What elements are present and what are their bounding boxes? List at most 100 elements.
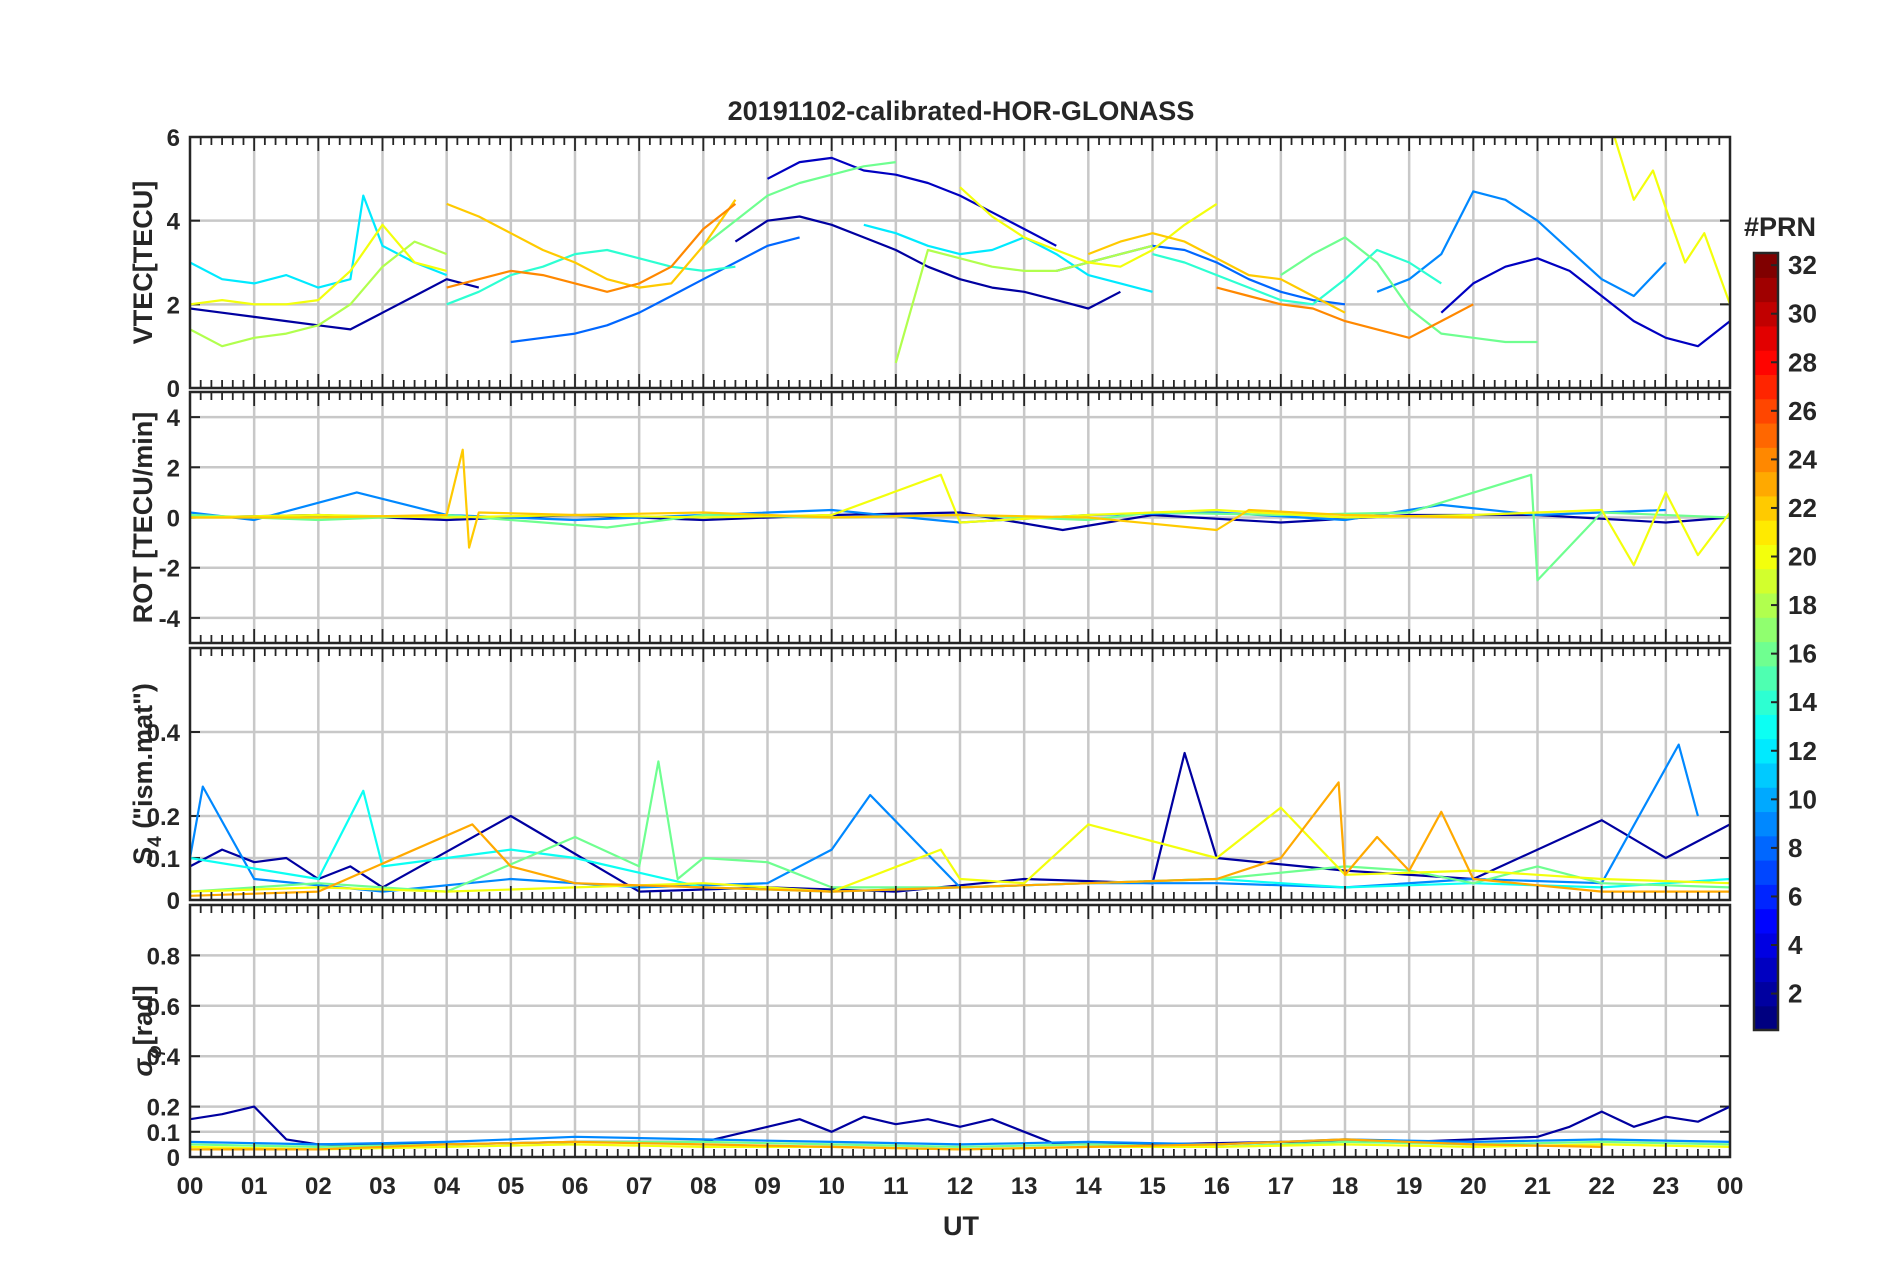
colorbar-segment [1754, 762, 1778, 788]
colorbar-segment [1754, 422, 1778, 448]
x-tick-label: 05 [497, 1173, 524, 1200]
colorbar-tick-label: 18 [1788, 590, 1817, 620]
colorbar-tick-label: 2 [1788, 979, 1802, 1009]
colorbar-tick-label: 28 [1788, 347, 1817, 377]
y-tick-label: 0 [167, 376, 180, 403]
y-tick-label: -4 [159, 606, 181, 633]
series-line-prn-3 [1440, 257, 1730, 348]
colorbar-segment [1754, 277, 1778, 303]
y-tick-label: 0.4 [147, 1044, 181, 1071]
panel-frame [188, 903, 1732, 1159]
y-axis-label-sigma_phi: σφ[rad] [128, 985, 166, 1076]
series-line-prn-16 [1280, 236, 1538, 344]
colorbar-segment [1754, 568, 1778, 594]
y-tick-label: 0.4 [147, 720, 181, 747]
colorbar-tick-label: 6 [1788, 881, 1802, 911]
colorbar-frame [1752, 251, 1780, 1032]
y-axis-label-s4: S4 ("ism.mat") [128, 683, 166, 865]
y-tick-label: 0.2 [147, 804, 180, 831]
series-line-prn-16 [702, 161, 896, 247]
colorbar-segment [1754, 665, 1778, 691]
panel-rot: -4 -2 0 2 4 ROT [TECU/min] [128, 390, 1732, 645]
series-line-prn-3 [766, 156, 1057, 247]
y-axis-label-rot: ROT [TECU/min] [128, 412, 158, 623]
series-line-prn-23 [190, 781, 1730, 897]
colorbar-segment [1754, 471, 1778, 497]
x-tick-label: 03 [369, 1173, 396, 1200]
colorbar-tick-label: 16 [1788, 639, 1817, 669]
panel-frame [188, 390, 1732, 645]
series-line-prn-20 [190, 223, 447, 306]
colorbar-segment [1754, 860, 1778, 885]
panel-frame [188, 646, 1732, 902]
series-line-prn-16 [190, 473, 1730, 582]
series-line-prn-22 [1087, 232, 1346, 314]
series-group [190, 743, 1730, 897]
panel-frame [188, 135, 1732, 390]
colorbar-tick-label: 26 [1788, 396, 1817, 426]
x-tick-label: 00 [177, 1173, 204, 1200]
series-line-prn-20 [1613, 137, 1730, 305]
x-tick-label: 16 [1203, 1173, 1230, 1200]
colorbar-segment [1754, 617, 1778, 643]
colorbar-segment [1754, 520, 1778, 545]
x-tick-label: 12 [947, 1173, 974, 1200]
colorbar-tick-label: 30 [1788, 299, 1817, 329]
colorbar-tick-label: 4 [1788, 930, 1803, 960]
series-line-prn-20 [190, 473, 1730, 567]
x-tick-label: 18 [1332, 1173, 1359, 1200]
y-tick-label: 6 [167, 125, 180, 152]
x-tick-label: 06 [562, 1173, 589, 1200]
y-tick-label: 2 [167, 455, 180, 482]
chart-title: 20191102-calibrated-HOR-GLONASS [728, 96, 1195, 126]
series-line-prn-24 [446, 203, 737, 293]
x-tick-label: 02 [305, 1173, 332, 1200]
colorbar-tick-label: 12 [1788, 736, 1817, 766]
series-group [190, 137, 1730, 364]
series-line-prn-8 [510, 236, 800, 344]
x-tick-label: 17 [1267, 1173, 1294, 1200]
x-tick-label: 01 [241, 1173, 268, 1200]
y-tick-label: 0.1 [147, 1120, 180, 1147]
x-tick-label: 14 [1075, 1173, 1102, 1200]
x-tick-label: 08 [690, 1173, 717, 1200]
colorbar-segment [1754, 957, 1778, 983]
colorbar-segment [1754, 374, 1778, 400]
series-line-prn-20 [959, 186, 1218, 268]
series-line-prn-14 [446, 248, 736, 306]
y-tick-label: 0.6 [147, 994, 180, 1021]
y-tick-label: 0 [167, 888, 180, 915]
x-tick-label: 09 [754, 1173, 781, 1200]
colorbar-segment [1754, 811, 1778, 837]
x-tick-label: 19 [1396, 1173, 1423, 1200]
x-tick-label: 00 [1717, 1173, 1744, 1200]
colorbar-tick-label: 20 [1788, 542, 1817, 572]
colorbar-segment [1754, 908, 1778, 934]
colorbar-segment [1754, 325, 1778, 351]
x-tick-label: 11 [883, 1173, 908, 1200]
colorbar-tick-label: 24 [1788, 444, 1817, 474]
colorbar-tick-label: 14 [1788, 687, 1817, 717]
y-tick-label: 4 [167, 405, 181, 432]
colorbar-tick-label: 8 [1788, 833, 1802, 863]
x-tick-label: 13 [1011, 1173, 1038, 1200]
x-tick-label: 15 [1139, 1173, 1166, 1200]
series-line-prn-9 [1376, 190, 1667, 298]
series-line-prn-12 [863, 223, 1153, 293]
y-axis-label-vtec: VTEC[TECU] [128, 181, 158, 345]
x-tick-label: 07 [626, 1173, 653, 1200]
colorbar-tick-label: 32 [1788, 250, 1817, 280]
series-line-prn-24 [1216, 286, 1474, 339]
x-tick-label: 22 [1588, 1173, 1615, 1200]
x-axis-label: UT [943, 1211, 979, 1241]
y-tick-label: 0 [167, 506, 180, 533]
y-tick-label: -2 [159, 556, 180, 583]
colorbar-tick-label: 22 [1788, 493, 1817, 523]
series-line-prn-2 [734, 215, 1121, 310]
panel-s4: 0 0.1 0.2 0.4S4 ("ism.mat") [128, 646, 1732, 915]
x-tick-label: 21 [1524, 1173, 1551, 1200]
series-group [190, 448, 1730, 582]
series-line-prn-22 [446, 199, 737, 289]
y-tick-label: 0 [167, 1145, 180, 1172]
